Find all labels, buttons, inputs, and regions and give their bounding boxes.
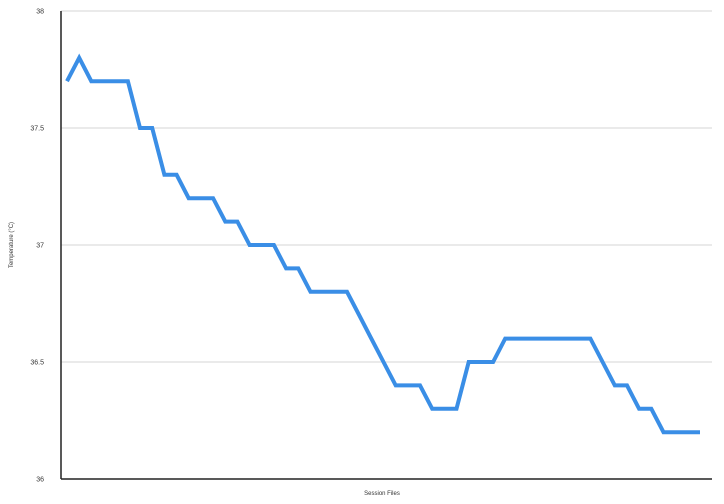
y-tick-labels: 38 37.5 37 36.5 36 [30, 9, 44, 484]
y-tick-label: 37.5 [30, 126, 44, 133]
y-tick-label: 37 [36, 243, 44, 250]
x-axis-label: Session Files [364, 491, 400, 497]
y-tick-label: 36 [36, 477, 44, 484]
series-line [65, 53, 700, 435]
gridlines [61, 10, 712, 363]
y-tick-label: 36.5 [30, 360, 44, 367]
y-tick-label: 38 [36, 9, 44, 16]
y-axis-label: Temperature (°C) [9, 222, 15, 268]
